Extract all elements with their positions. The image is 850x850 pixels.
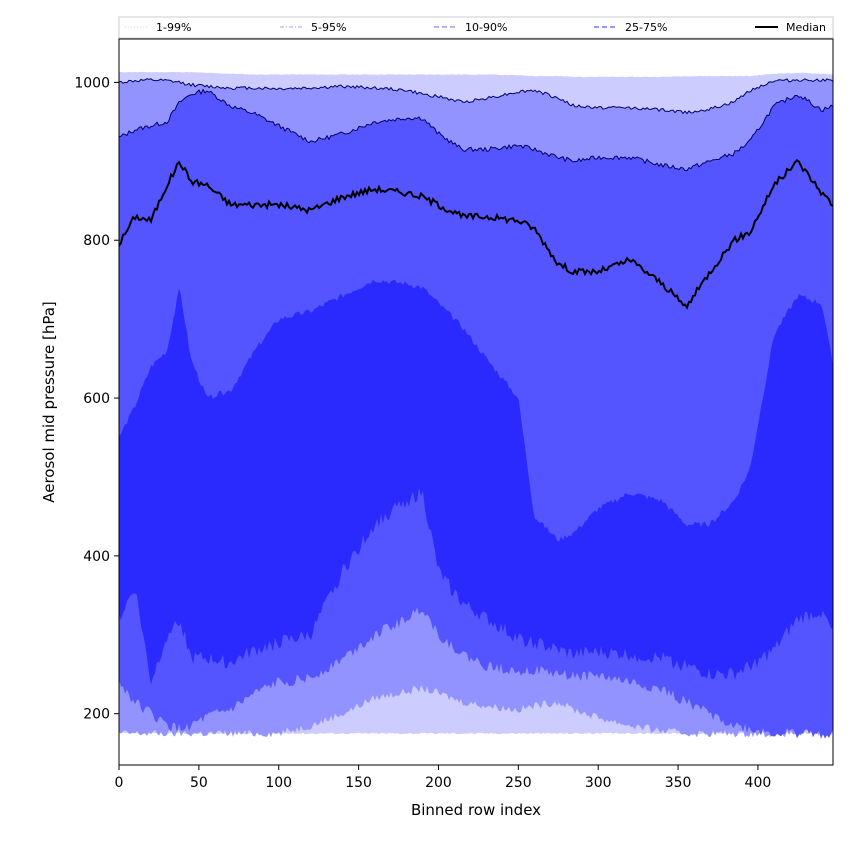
y-axis-ticks: 200 400 600 800 1000 xyxy=(74,75,119,723)
plot-frame xyxy=(118,38,834,766)
y-tick-label: 400 xyxy=(83,549,110,565)
x-tick-label: 350 xyxy=(665,775,692,791)
legend-label: Median xyxy=(786,21,826,34)
y-axis-label: Aerosol mid pressure [hPa] xyxy=(40,301,58,503)
median-line xyxy=(118,158,834,310)
x-tick-label: 50 xyxy=(190,775,208,791)
legend: 1-99% 5-95% 10-90% 25-75% Median xyxy=(118,16,834,39)
percentile-bands xyxy=(119,71,833,739)
boundary-line-90 xyxy=(118,88,834,172)
x-tick-label: 200 xyxy=(425,775,452,791)
x-tick-label: 150 xyxy=(345,775,372,791)
x-tick-label: 400 xyxy=(745,775,772,791)
boundary-line-95 xyxy=(118,78,834,115)
legend-label: 5-95% xyxy=(311,21,346,34)
legend-label: 25-75% xyxy=(625,21,667,34)
median-line-group xyxy=(118,158,834,310)
x-axis-label: Binned row index xyxy=(411,801,541,819)
legend-label: 10-90% xyxy=(465,21,507,34)
y-tick-label: 200 xyxy=(83,707,110,723)
x-tick-label: 300 xyxy=(585,775,612,791)
percentile-boundary-lines xyxy=(118,78,834,172)
legend-label: 1-99% xyxy=(156,21,191,34)
x-tick-label: 0 xyxy=(115,775,124,791)
y-tick-label: 800 xyxy=(83,233,110,249)
y-tick-label: 1000 xyxy=(74,75,110,91)
x-tick-label: 100 xyxy=(265,775,292,791)
legend-box xyxy=(118,16,834,39)
x-axis-ticks: 0 50 100 150 200 250 300 350 400 xyxy=(115,765,772,791)
band-25-75 xyxy=(119,279,833,685)
x-tick-label: 250 xyxy=(505,775,532,791)
y-tick-label: 600 xyxy=(83,391,110,407)
